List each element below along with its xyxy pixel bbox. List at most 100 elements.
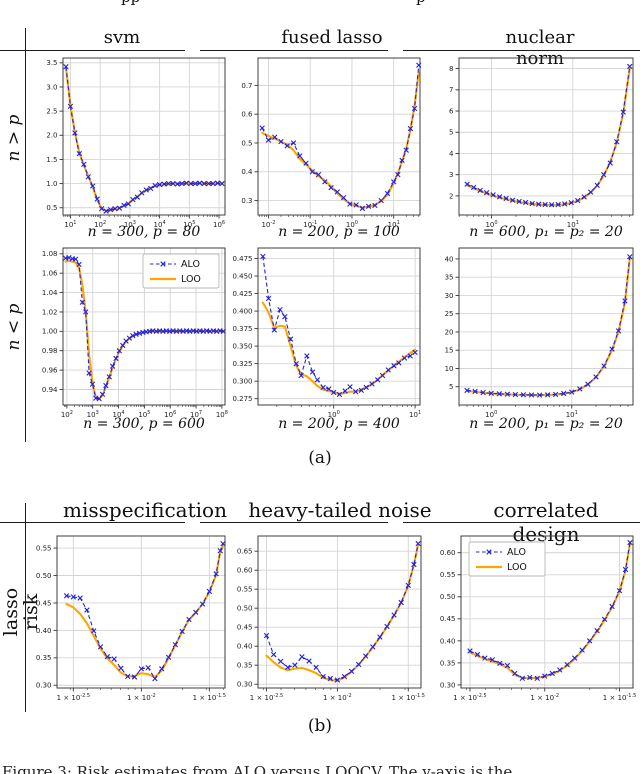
svg-text:1 × 10-2.5: 1 × 10-2.5 xyxy=(453,693,486,702)
plot-canvas: 101 102 103 104 105 106 0.5 1.0 1.5 2.0 2.5 3.0 3.5 xyxy=(46,57,226,229)
svg-text:106: 106 xyxy=(164,410,176,419)
svg-text:1.0: 1.0 xyxy=(46,180,57,188)
svg-text:0.3: 0.3 xyxy=(241,197,252,205)
plot-canvas: 100 101 2 3 4 5 6 7 8 xyxy=(449,57,634,229)
column-header-heavy-tailed-noise: heavy-tailed noise xyxy=(248,498,432,522)
svg-text:0.30: 0.30 xyxy=(36,682,52,690)
clipped-text-fragment: p xyxy=(416,0,426,6)
plot-caption: n = 200, p = 100 xyxy=(278,224,400,240)
svg-text:105: 105 xyxy=(183,220,195,229)
svg-text:105: 105 xyxy=(138,410,150,419)
column-header-fused-lasso: fused lasso xyxy=(281,27,383,48)
svg-text:2.5: 2.5 xyxy=(46,108,57,116)
svg-text:3.0: 3.0 xyxy=(46,83,57,91)
svg-text:103: 103 xyxy=(124,220,136,229)
svg-text:1 × 10-1.5: 1 × 10-1.5 xyxy=(603,693,636,702)
svg-text:1.06: 1.06 xyxy=(42,270,58,278)
svg-text:0.450: 0.450 xyxy=(232,272,252,280)
svg-text:0.65: 0.65 xyxy=(237,548,253,556)
svg-text:0.475: 0.475 xyxy=(232,255,252,263)
plot-heavy-tailed-noise: 1 × 10-2.5 1 × 10-2 1 × 10-1.5 0.30 0.35 0.40… xyxy=(237,535,425,702)
svg-text:20: 20 xyxy=(445,328,454,336)
svg-text:0.300: 0.300 xyxy=(232,378,252,386)
plot-svm-n-lt-p: 102 103 104 105 106 107 108 0.94 0.96 0.98 1.00 1.0… xyxy=(42,247,228,419)
svg-text:LOO: LOO xyxy=(181,274,201,285)
svg-text:1 × 10-1.5: 1 × 10-1.5 xyxy=(392,693,425,702)
svg-text:6: 6 xyxy=(449,107,454,115)
svg-text:0.40: 0.40 xyxy=(440,637,456,645)
subfigure-label-a: (a) xyxy=(308,448,332,468)
svg-text:0.50: 0.50 xyxy=(36,572,52,580)
svg-text:0.45: 0.45 xyxy=(440,615,456,623)
svg-text:ALO: ALO xyxy=(181,259,200,270)
svg-text:0.55: 0.55 xyxy=(440,571,456,579)
svg-text:102: 102 xyxy=(61,410,73,419)
svg-text:107: 107 xyxy=(190,410,202,419)
svg-text:104: 104 xyxy=(112,410,124,419)
row-label-n-gt-p: n > p xyxy=(4,114,24,162)
svg-text:0.45: 0.45 xyxy=(36,599,52,607)
svg-text:8: 8 xyxy=(449,65,453,73)
svg-text:0.55: 0.55 xyxy=(237,586,253,594)
plot-nuclear-norm-n-lt-p: 100 101 5 10 15 20 25 30 35 40 xyxy=(445,247,634,419)
svg-text:0.275: 0.275 xyxy=(232,395,252,403)
column-header-svm: svm xyxy=(103,27,141,48)
svg-text:0.5: 0.5 xyxy=(241,139,252,147)
svg-text:0.60: 0.60 xyxy=(440,549,456,557)
svg-text:101: 101 xyxy=(64,220,76,229)
svg-text:0.5: 0.5 xyxy=(46,204,57,212)
svg-text:1.04: 1.04 xyxy=(42,289,58,297)
row-label-lasso-risk: lasso risk xyxy=(0,587,42,637)
svg-text:25: 25 xyxy=(445,310,454,318)
svg-text:0.50: 0.50 xyxy=(440,593,456,601)
plot-fused-lasso-n-lt-p: 100 101 0.275 0.300 0.325 0.350 0.375 0.400 0.42… xyxy=(232,247,421,419)
figure-caption-clipped: Figure 3: Risk estimates from ALO versus… xyxy=(2,763,513,774)
svg-text:100: 100 xyxy=(485,220,497,229)
row-label-n-lt-p: n < p xyxy=(4,303,24,351)
plot-caption: n = 200, p₁ = p₂ = 20 xyxy=(469,416,623,432)
svg-text:1.08: 1.08 xyxy=(42,250,58,258)
svg-text:103: 103 xyxy=(87,410,99,419)
svg-text:108: 108 xyxy=(216,410,228,419)
svg-text:0.35: 0.35 xyxy=(36,654,52,662)
svg-text:2.0: 2.0 xyxy=(46,132,57,140)
clipped-text-fragment: pp xyxy=(121,0,140,6)
svg-text:10-2: 10-2 xyxy=(261,220,275,229)
table-rule-b-3 xyxy=(403,522,640,524)
svg-text:104: 104 xyxy=(154,220,166,229)
svg-text:0.4: 0.4 xyxy=(241,168,253,176)
table-rule-a-3 xyxy=(403,50,640,52)
svg-text:35: 35 xyxy=(445,274,454,282)
svg-text:0.6: 0.6 xyxy=(241,111,253,119)
svg-text:0.425: 0.425 xyxy=(232,290,252,298)
svg-text:1 × 10-2: 1 × 10-2 xyxy=(530,693,559,702)
plot-caption: n = 300, p = 80 xyxy=(87,224,201,240)
svg-text:LOO: LOO xyxy=(507,562,527,573)
svg-text:1 × 10-2: 1 × 10-2 xyxy=(127,693,156,702)
svg-text:0.96: 0.96 xyxy=(42,367,58,375)
svg-text:10-1: 10-1 xyxy=(303,220,317,229)
subfigure-label-b: (b) xyxy=(307,716,333,736)
svg-text:30: 30 xyxy=(445,292,454,300)
svg-text:1 × 10-2.5: 1 × 10-2.5 xyxy=(57,693,90,702)
svg-text:101: 101 xyxy=(409,410,421,419)
svg-text:1 × 10-2: 1 × 10-2 xyxy=(323,693,352,702)
svg-text:5: 5 xyxy=(449,383,453,391)
svg-text:0.35: 0.35 xyxy=(440,659,456,667)
plot-canvas: 100 101 0.275 0.300 0.325 0.350 0.375 0.400 0.42… xyxy=(232,247,421,419)
table-rule-b-1 xyxy=(0,522,185,524)
svg-text:15: 15 xyxy=(445,347,454,355)
svg-text:100: 100 xyxy=(346,220,358,229)
svg-text:101: 101 xyxy=(567,220,579,229)
svg-text:0.375: 0.375 xyxy=(232,325,252,333)
table-rule-a-2 xyxy=(200,50,388,52)
table-rule-vertical-a xyxy=(25,28,27,442)
plot-fused-lasso-n-gt-p: 10-2 10-1 100 101 0.3 0.4 0.5 0.6 0.7 xyxy=(241,57,422,229)
svg-text:0.400: 0.400 xyxy=(232,307,252,315)
svg-text:0.350: 0.350 xyxy=(232,343,252,351)
svg-text:100: 100 xyxy=(328,410,340,419)
svg-text:106: 106 xyxy=(213,220,225,229)
plot-caption: n = 600, p₁ = p₂ = 20 xyxy=(469,224,623,240)
